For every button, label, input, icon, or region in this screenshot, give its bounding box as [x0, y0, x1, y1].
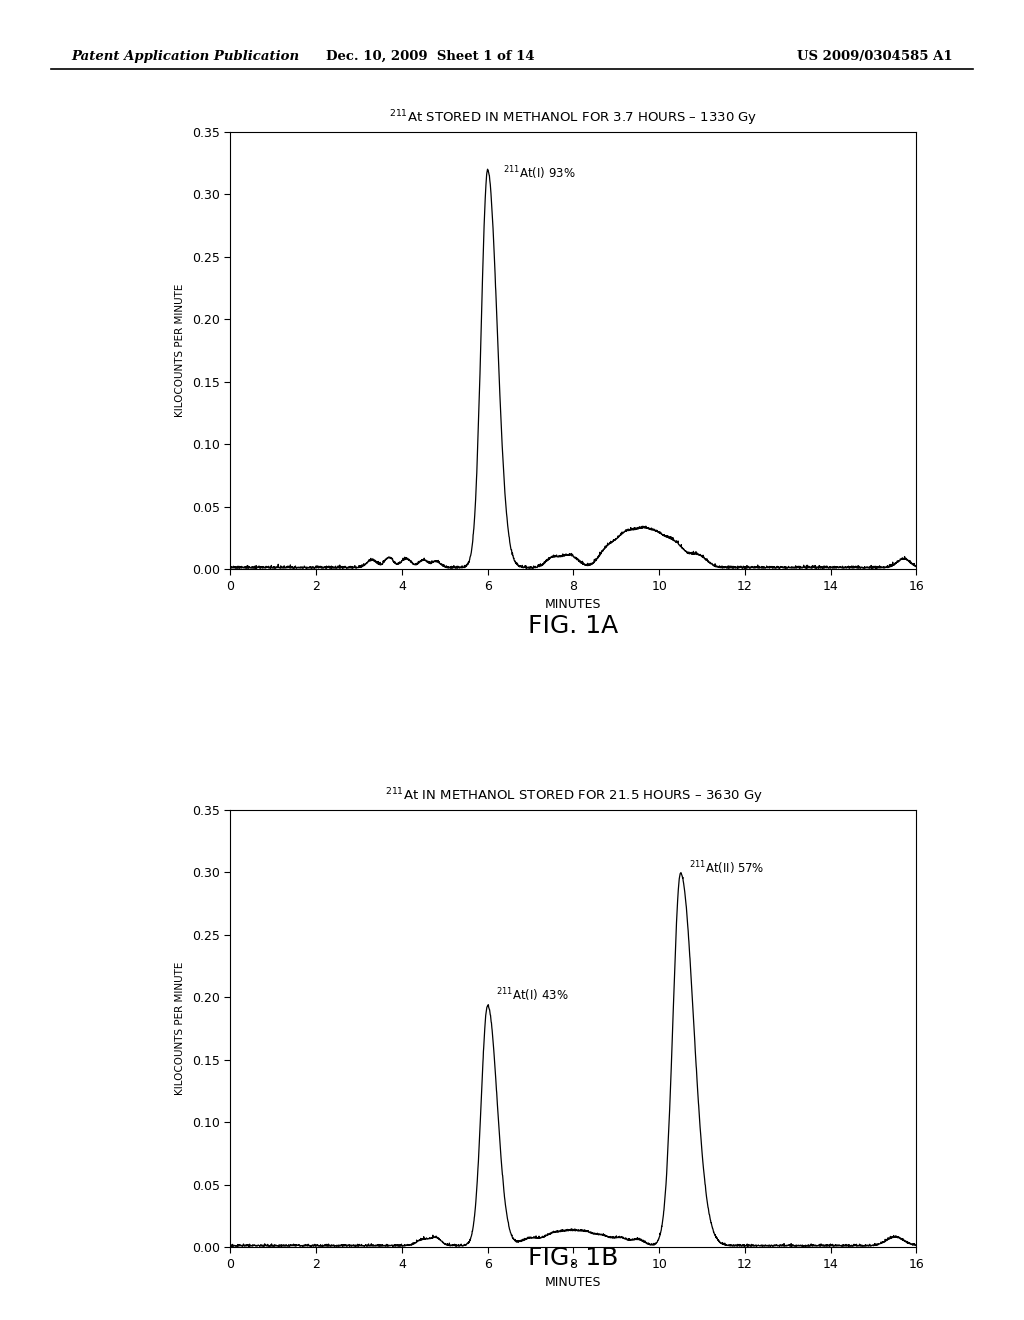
Text: $^{211}$At(I) 43%: $^{211}$At(I) 43% — [497, 986, 569, 1003]
Y-axis label: KILOCOUNTS PER MINUTE: KILOCOUNTS PER MINUTE — [175, 284, 185, 417]
Title: $^{211}$At STORED IN METHANOL FOR 3.7 HOURS – 1330 Gy: $^{211}$At STORED IN METHANOL FOR 3.7 HO… — [389, 108, 758, 128]
Text: Patent Application Publication: Patent Application Publication — [72, 50, 300, 63]
X-axis label: MINUTES: MINUTES — [545, 1276, 602, 1290]
X-axis label: MINUTES: MINUTES — [545, 598, 602, 611]
Text: FIG. 1B: FIG. 1B — [528, 1246, 618, 1270]
Y-axis label: KILOCOUNTS PER MINUTE: KILOCOUNTS PER MINUTE — [175, 962, 185, 1096]
Text: $^{211}$At(I) 93%: $^{211}$At(I) 93% — [503, 165, 575, 182]
Text: FIG. 1A: FIG. 1A — [528, 614, 618, 638]
Text: $^{211}$At(II) 57%: $^{211}$At(II) 57% — [689, 859, 765, 878]
Title: $^{211}$At IN METHANOL STORED FOR 21.5 HOURS – 3630 Gy: $^{211}$At IN METHANOL STORED FOR 21.5 H… — [385, 787, 762, 807]
Text: Dec. 10, 2009  Sheet 1 of 14: Dec. 10, 2009 Sheet 1 of 14 — [326, 50, 535, 63]
Text: US 2009/0304585 A1: US 2009/0304585 A1 — [797, 50, 952, 63]
